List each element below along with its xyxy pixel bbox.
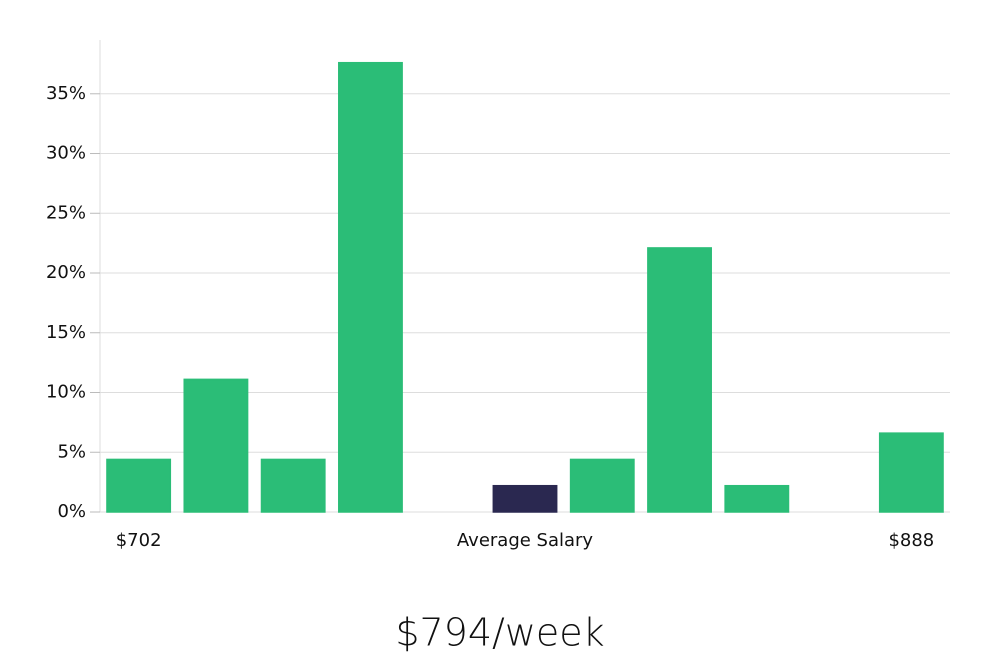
x-tick-label: $702 <box>116 530 162 551</box>
bar <box>183 378 249 513</box>
y-tick-label: 10% <box>46 382 86 403</box>
y-tick-label: 35% <box>46 83 86 104</box>
bar <box>106 458 172 513</box>
bar <box>260 458 326 513</box>
y-tick-label: 25% <box>46 202 86 223</box>
bar <box>878 432 944 513</box>
x-tick-label: Average Salary <box>457 530 594 551</box>
y-tick-label: 15% <box>46 322 86 343</box>
bar <box>569 458 635 513</box>
bar <box>492 484 558 513</box>
y-tick-label: 0% <box>57 501 86 522</box>
chart-title: $794/week <box>395 611 604 655</box>
y-tick-label: 30% <box>46 143 86 164</box>
bar <box>338 61 403 513</box>
y-tick-label: 20% <box>46 262 86 283</box>
bar <box>647 247 712 513</box>
bar <box>724 484 790 513</box>
y-tick-label: 5% <box>57 441 86 462</box>
x-tick-label: $888 <box>888 530 934 551</box>
